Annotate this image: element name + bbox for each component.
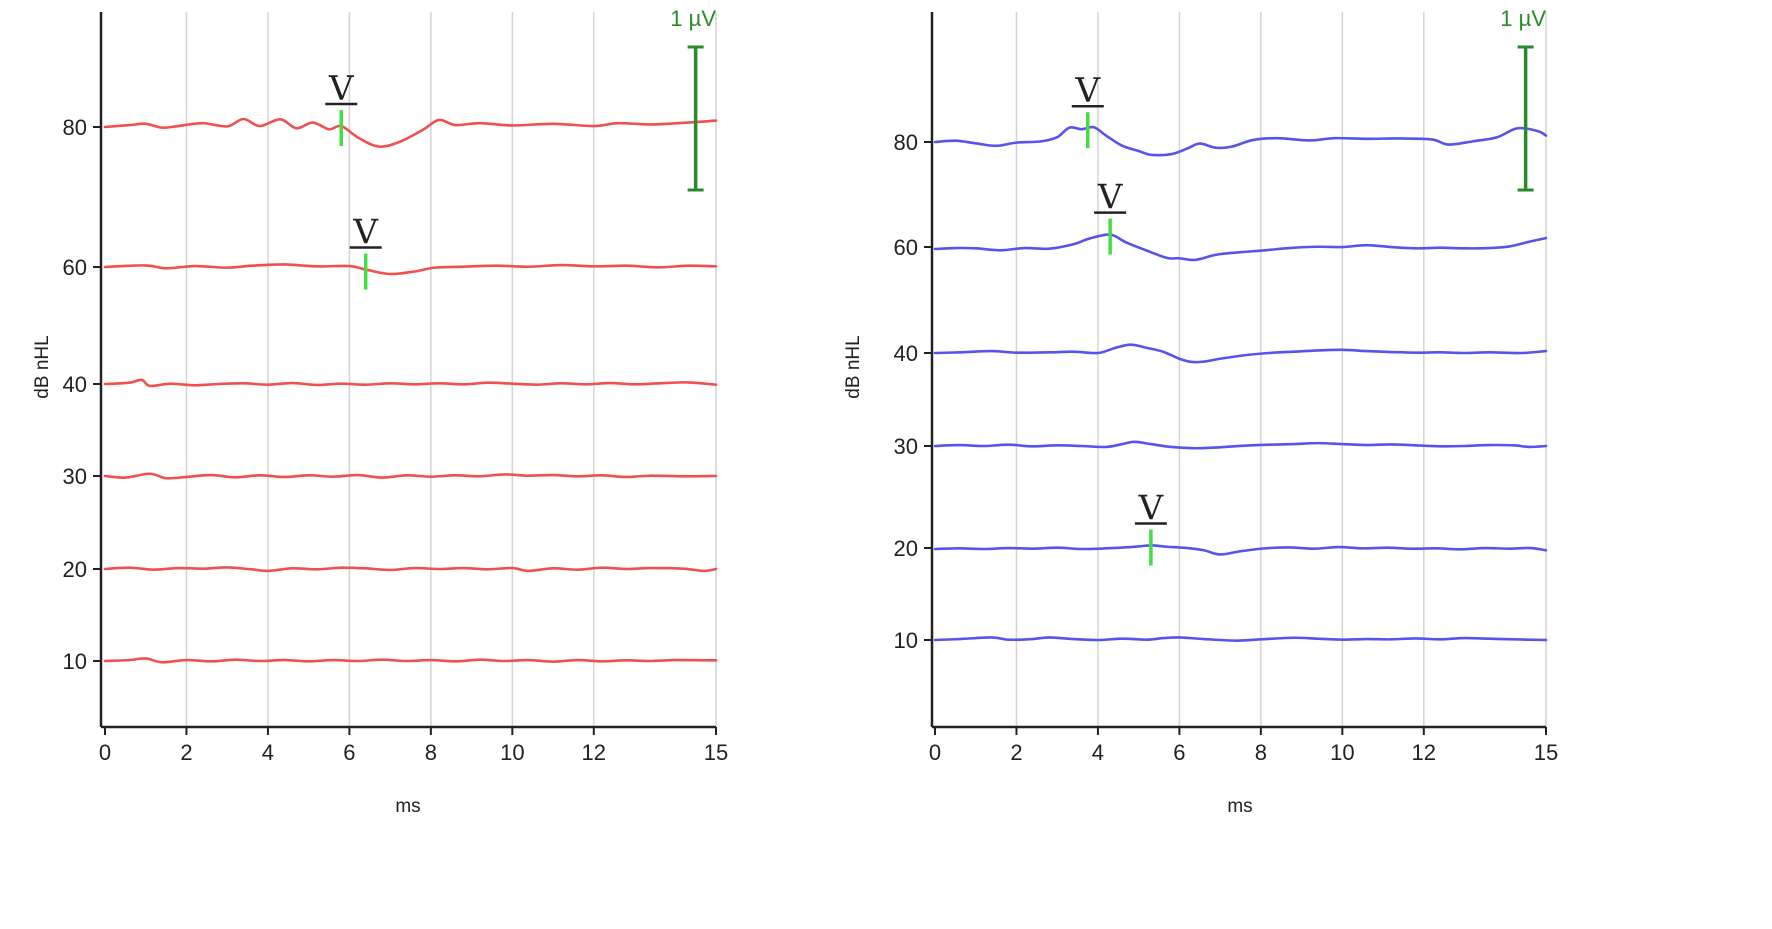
wave-v-marker: V [325, 69, 358, 147]
wave-v-marker: V [1134, 488, 1167, 566]
x-tick-label: 2 [180, 740, 192, 765]
x-tick-label: 6 [343, 740, 355, 765]
wave-v-label: V [1097, 178, 1124, 218]
x-tick-label: 10 [500, 740, 524, 765]
wave-v-label: V [328, 69, 355, 109]
abr-trace-40 [933, 343, 1548, 364]
x-tick-label: 10 [1330, 740, 1354, 765]
grid-lines [1015, 12, 1547, 727]
abr-trace-20 [933, 544, 1548, 556]
x-tick-label: 8 [425, 740, 437, 765]
x-tick-label: 12 [1412, 740, 1436, 765]
x-tick-label: 4 [262, 740, 274, 765]
y-tick-label: 30 [63, 464, 87, 489]
abr-trace-80 [103, 117, 718, 148]
abr-trace-20 [103, 566, 718, 573]
x-tick-label: 6 [1173, 740, 1185, 765]
y-tick-label: 10 [894, 628, 918, 653]
y-tick-label: 60 [63, 255, 87, 280]
x-tick-label: 15 [1534, 740, 1558, 765]
wave-v-label: V [1074, 71, 1101, 111]
abr-trace-10 [933, 636, 1548, 642]
abr-trace-80 [933, 125, 1548, 157]
y-tick-label: 30 [894, 434, 918, 459]
x-tick-label: 4 [1092, 740, 1104, 765]
right-abr-panel: 0 2 4 6 8 10 12 15 ms dB nHL 80 V 60 V 40 30 20 V 10 1 µV [843, 6, 1558, 817]
y-tick-label: 40 [63, 372, 87, 397]
wave-v-label: V [352, 213, 379, 253]
scale-bar: 1 µV [670, 6, 716, 192]
wave-v-marker: V [1071, 71, 1104, 149]
grid-lines [185, 12, 717, 727]
abr-trace-30 [103, 472, 718, 480]
y-axis-label: dB nHL [843, 335, 864, 398]
x-tick-label: 12 [582, 740, 606, 765]
y-axis-label: dB nHL [32, 335, 53, 398]
y-tick-label: 20 [894, 536, 918, 561]
x-tick-label: 0 [929, 740, 941, 765]
x-axis-label: ms [395, 796, 420, 817]
y-tick-label: 40 [894, 341, 918, 366]
left-abr-panel: 0 2 4 6 8 10 12 15 ms dB nHL 80 V 60 V 40 30 20 10 1 µV [32, 6, 728, 817]
wave-v-marker: V [349, 213, 382, 290]
y-tick-label: 80 [63, 115, 87, 140]
x-tick-label: 15 [704, 740, 728, 765]
y-tick-label: 20 [63, 557, 87, 582]
wave-v-label: V [1138, 488, 1165, 528]
abr-trace-10 [103, 657, 718, 664]
scale-bar-label: 1 µV [1500, 6, 1546, 31]
abr-trace-60 [103, 263, 718, 276]
y-tick-label: 60 [894, 235, 918, 260]
scale-bar: 1 µV [1500, 6, 1546, 192]
x-axis-label: ms [1227, 796, 1252, 817]
abr-trace-30 [933, 440, 1548, 450]
x-tick-label: 0 [99, 740, 111, 765]
x-tick-label: 2 [1010, 740, 1022, 765]
y-tick-label: 80 [894, 130, 918, 155]
abr-trace-40 [103, 378, 718, 388]
scale-bar-label: 1 µV [670, 6, 716, 31]
abr-trace-60 [933, 233, 1548, 262]
x-tick-label: 8 [1255, 740, 1267, 765]
y-tick-label: 10 [63, 649, 87, 674]
wave-v-marker: V [1094, 178, 1127, 255]
